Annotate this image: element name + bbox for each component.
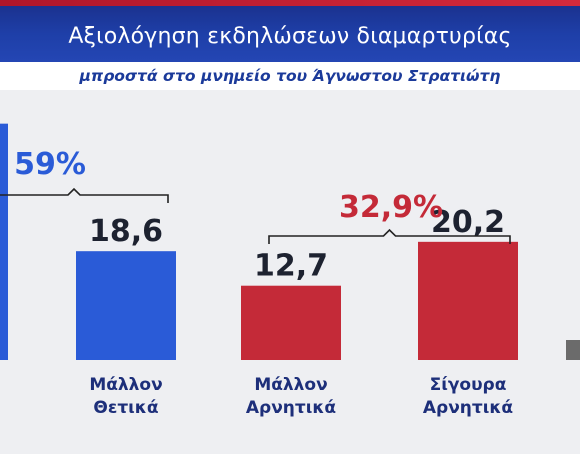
category-label-2-1: Αρνητικά [246,398,336,418]
chart-subtitle: μπροστά στο μνημείο του Άγνωστου Στρατιώ… [79,67,501,85]
category-label-1-1: Θετικά [93,398,158,418]
bar-0 [0,123,8,360]
bar-1 [76,251,176,360]
group-total-label-0: 59% [14,147,86,182]
group-bracket-1 [268,228,511,244]
category-label-2-0: Μάλλον [254,375,327,395]
subtitle-band: μπροστά στο μνημείο του Άγνωστου Στρατιώ… [0,62,580,90]
bar-chart-area: χ18,6ΜάλλονΘετικά12,7ΜάλλονΑρνητικά20,2Σ… [0,90,580,450]
category-label-3-1: Αρνητικά [423,398,513,418]
chart-title: Αξιολόγηση εκδηλώσεων διαμαρτυρίας [68,24,512,49]
data-label-1: 18,6 [89,214,163,249]
cropped-neutral-bar [566,340,580,360]
group-total-label-1: 32,9% [339,190,443,225]
group-bracket-0 [0,187,169,203]
category-label-3-0: Σίγουρα [430,375,507,395]
title-accent-stripe [0,0,580,6]
title-band: Αξιολόγηση εκδηλώσεων διαμαρτυρίας [0,0,580,62]
bar-3 [418,241,518,360]
data-label-3: 20,2 [431,205,505,240]
data-label-2: 12,7 [254,249,328,284]
bar-chart-svg: χ18,6ΜάλλονΘετικά12,7ΜάλλονΑρνητικά20,2Σ… [0,123,580,418]
bar-2 [241,285,341,360]
category-label-1-0: Μάλλον [89,375,162,395]
